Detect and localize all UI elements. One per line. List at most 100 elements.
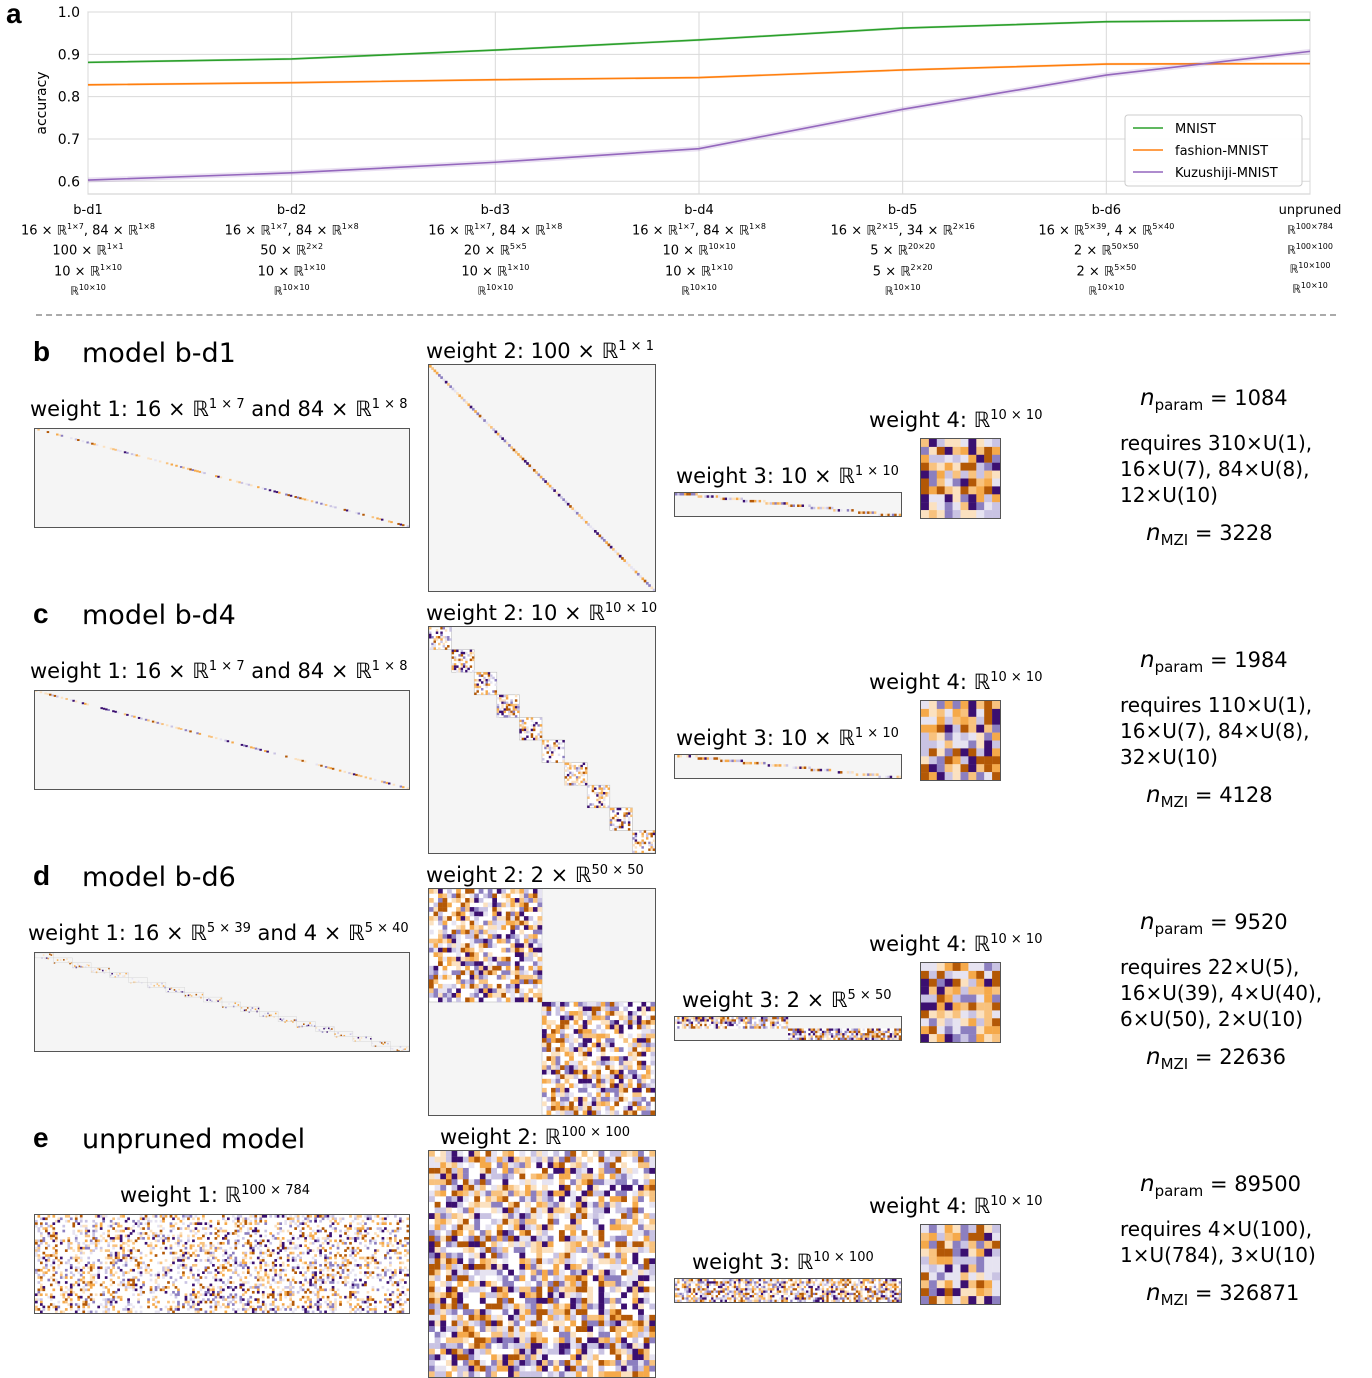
- x-tick-name: b-d3: [395, 203, 595, 219]
- panel-label-e: e: [33, 1122, 49, 1154]
- weight-2-dim: 10 × 10: [605, 601, 657, 616]
- weight-4-label-text: weight 4: ℝ: [869, 408, 990, 432]
- requirement-line: 16×U(39), 4×U(40),: [1120, 980, 1360, 1006]
- requirement-line: 16×U(7), 84×U(8),: [1120, 718, 1360, 744]
- weight-4-label: weight 4: ℝ10 × 10: [869, 408, 1042, 432]
- n-mzi-value: = 22636: [1195, 1045, 1286, 1069]
- weight-4-label: weight 4: ℝ10 × 10: [869, 1194, 1042, 1218]
- n-mzi-subscript: MZI: [1161, 1055, 1189, 1073]
- requirement-line: 32×U(10): [1120, 744, 1360, 770]
- x-tick-name: b-d5: [803, 203, 1003, 219]
- weight-2-matrix: [428, 1150, 656, 1378]
- weight-1-dim-2: 5 × 40: [365, 921, 409, 936]
- x-tick-detail: ℝ10×10: [1210, 278, 1372, 298]
- weight-4-label: weight 4: ℝ10 × 10: [869, 932, 1042, 956]
- n-param-subscript: param: [1155, 920, 1204, 938]
- x-tick-detail: 10 × ℝ10×10: [599, 239, 799, 259]
- y-tick-label: 0.8: [58, 90, 80, 106]
- weight-3-label: weight 3: ℝ10 × 100: [692, 1250, 874, 1274]
- panel-label-c: c: [33, 598, 49, 630]
- weight-4-matrix: [920, 1224, 1001, 1305]
- x-tick-detail: 16 × ℝ1×7, 84 × ℝ1×8: [395, 219, 595, 239]
- n-mzi: nMZI = 3228: [1146, 520, 1360, 553]
- panel-label-d: d: [33, 860, 50, 892]
- weight-2-label: weight 2: 2 × ℝ50 × 50: [426, 863, 644, 887]
- weight-1-label: weight 1: ℝ100 × 784: [120, 1183, 310, 1207]
- weight-1-label-text: weight 1: 16 × ℝ: [28, 921, 207, 945]
- requirements: requires 22×U(5),16×U(39), 4×U(40),6×U(5…: [1120, 954, 1360, 1032]
- x-tick-detail: ℝ100×100: [1210, 239, 1372, 259]
- weight-3-label: weight 3: 2 × ℝ5 × 50: [682, 988, 892, 1012]
- model-stats: nparam = 89500 requires 4×U(100),1×U(784)…: [1120, 1171, 1360, 1313]
- weight-1-matrix: [34, 428, 410, 528]
- x-tick-detail: 16 × ℝ1×7, 84 × ℝ1×8: [192, 219, 392, 239]
- weight-1-dim-2: 1 × 8: [372, 397, 408, 412]
- requirements: requires 4×U(100),1×U(784), 3×U(10): [1120, 1216, 1360, 1268]
- weight-2-label-text: weight 2: 2 × ℝ: [426, 863, 592, 887]
- weight-4-label-text: weight 4: ℝ: [869, 1194, 990, 1218]
- weight-3-label: weight 3: 10 × ℝ1 × 10: [676, 464, 899, 488]
- x-tick-detail: 5 × ℝ2×20: [803, 260, 1003, 280]
- weight-2-matrix: [428, 364, 656, 592]
- n-param: nparam = 1084: [1140, 385, 1360, 418]
- weight-4-label-text: weight 4: ℝ: [869, 932, 990, 956]
- y-tick-label: 1.0: [58, 5, 80, 21]
- model-title: unpruned model: [82, 1124, 305, 1155]
- n-param-value: = 9520: [1210, 910, 1288, 934]
- weight-3-dim: 10 × 100: [813, 1250, 874, 1265]
- n-param: nparam = 89500: [1140, 1171, 1360, 1204]
- x-tick-detail: 16 × ℝ5×39, 4 × ℝ5×40: [1006, 219, 1206, 239]
- weight-1-label-mid: and 84 × ℝ: [245, 659, 372, 683]
- weight-3-matrix: [674, 1016, 902, 1041]
- weight-1-label: weight 1: 16 × ℝ5 × 39 and 4 × ℝ5 × 40: [28, 921, 409, 945]
- weight-2-matrix: [428, 888, 656, 1116]
- n-param: nparam = 9520: [1140, 909, 1360, 942]
- n-param-subscript: param: [1155, 658, 1204, 676]
- panel-divider: [36, 314, 1336, 316]
- weight-3-label: weight 3: 10 × ℝ1 × 10: [676, 726, 899, 750]
- x-tick-name: b-d1: [0, 203, 188, 219]
- weight-2-label-text: weight 2: ℝ: [440, 1125, 561, 1149]
- x-tick-detail: ℝ10×10: [0, 280, 188, 300]
- n-param-subscript: param: [1155, 396, 1204, 414]
- n-mzi-value: = 3228: [1195, 521, 1273, 545]
- weight-2-dim: 50 × 50: [592, 863, 644, 878]
- weight-1-label-text: weight 1: 16 × ℝ: [30, 659, 209, 683]
- x-tick-detail: 16 × ℝ1×7, 84 × ℝ1×8: [0, 219, 188, 239]
- n-mzi-value: = 326871: [1195, 1281, 1299, 1305]
- weight-3-matrix: [674, 492, 902, 517]
- x-tick-name: unpruned: [1210, 203, 1372, 219]
- x-tick-name: b-d2: [192, 203, 392, 219]
- n-mzi-subscript: MZI: [1161, 1291, 1189, 1309]
- weight-1-dim-2: 1 × 8: [372, 659, 408, 674]
- x-tick-detail: ℝ10×10: [395, 280, 595, 300]
- weight-1-label-text: weight 1: 16 × ℝ: [30, 397, 209, 421]
- requirement-line: 1×U(784), 3×U(10): [1120, 1242, 1360, 1268]
- x-tick-detail: ℝ10×10: [803, 280, 1003, 300]
- weight-2-label-text: weight 2: 10 × ℝ: [426, 601, 605, 625]
- weight-4-matrix: [920, 962, 1001, 1043]
- model-title: model b-d6: [82, 862, 236, 893]
- weight-4-matrix: [920, 700, 1001, 781]
- x-tick-detail: 2 × ℝ50×50: [1006, 239, 1206, 259]
- legend-entry: fashion-MNIST: [1175, 144, 1268, 159]
- weight-3-label-text: weight 3: 10 × ℝ: [676, 726, 855, 750]
- weight-3-matrix: [674, 754, 902, 779]
- y-tick-label: 0.6: [58, 174, 80, 190]
- weight-4-matrix: [920, 438, 1001, 519]
- n-mzi: nMZI = 22636: [1146, 1044, 1360, 1077]
- x-tick-detail: 2 × ℝ5×50: [1006, 260, 1206, 280]
- weight-1-label-mid: and 84 × ℝ: [245, 397, 372, 421]
- model-title: model b-d1: [82, 338, 236, 369]
- x-tick-name: b-d6: [1006, 203, 1206, 219]
- x-tick-detail: 10 × ℝ1×10: [395, 260, 595, 280]
- legend-entry: Kuzushiji-MNIST: [1175, 166, 1278, 181]
- requirement-line: 16×U(7), 84×U(8),: [1120, 456, 1360, 482]
- weight-3-label-text: weight 3: 10 × ℝ: [676, 464, 855, 488]
- weight-4-label: weight 4: ℝ10 × 10: [869, 670, 1042, 694]
- weight-3-dim: 1 × 10: [855, 726, 899, 741]
